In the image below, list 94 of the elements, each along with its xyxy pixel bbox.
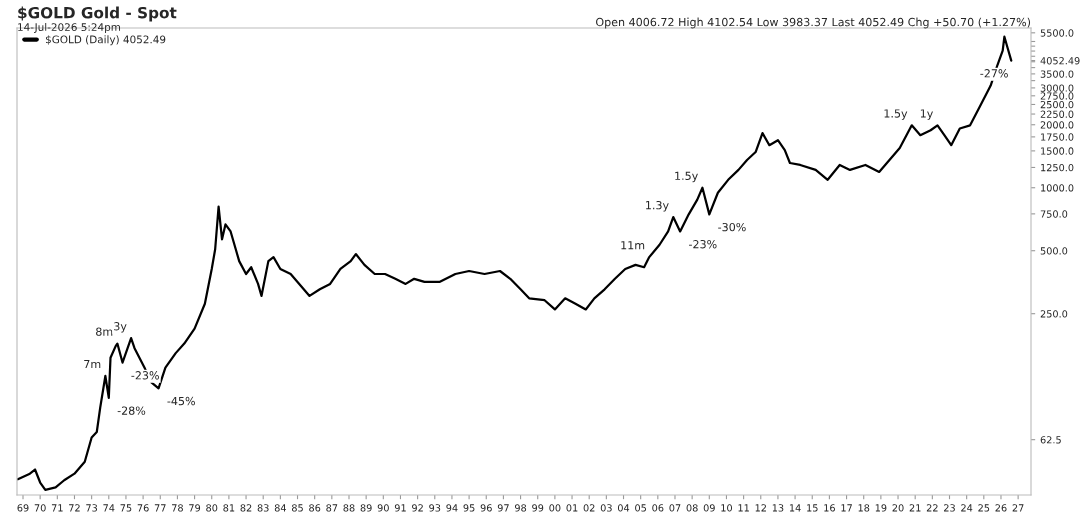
x-tick-label: 75 [120,504,132,512]
x-tick-label: 17 [841,504,852,512]
x-tick-label: 96 [480,504,492,512]
x-tick-label: 73 [86,504,98,512]
x-tick-label: 79 [189,504,201,512]
y-tick-label: 3000.0 [1040,84,1074,92]
x-tick-label: 00 [549,504,561,512]
x-tick-label: 23 [944,504,955,512]
chart-title: $GOLD Gold - Spot [18,6,177,22]
x-tick-label: 86 [309,504,321,512]
annotation: -27% [980,69,1008,78]
x-tick-label: 02 [583,504,595,512]
x-tick-label: 92 [412,504,423,512]
y-tick-label: 1250.0 [1041,163,1074,172]
annotation: 3y [114,322,127,333]
y-tick-label: 2500.0 [1040,100,1074,109]
x-tick-label: 87 [326,504,338,512]
annotation: 7m [84,360,101,369]
x-tick-label: 04 [617,504,630,512]
x-tick-label: 24 [961,504,973,512]
x-tick-label: 27 [1012,504,1024,512]
x-tick-label: 91 [394,504,406,512]
y-tick-label: 5500.0 [1040,29,1074,37]
x-tick-label: 83 [257,504,269,512]
y-tick-label: 2250.0 [1040,110,1074,118]
x-tick-label: 84 [274,504,287,512]
x-tick-label: 90 [377,504,389,512]
x-tick-label: 69 [17,504,29,512]
x-tick-label: 70 [34,504,46,512]
x-tick-label: 85 [292,504,303,512]
annotation: 8m [96,327,113,336]
x-tick-label: 07 [669,504,681,512]
x-tick-label: 03 [600,504,612,512]
x-tick-label: 25 [978,504,990,512]
y-tick-label: 2000.0 [1040,121,1074,129]
annotation: -30% [718,222,746,232]
y-tick-label: 3500.0 [1040,70,1074,78]
annotation: -23% [131,371,159,380]
x-tick-label: 08 [686,504,698,512]
x-tick-label: 93 [429,504,441,512]
annotation: 11m [621,241,645,250]
x-tick-label: 71 [51,504,63,512]
y-tick-label: 2750.0 [1040,92,1074,100]
x-tick-label: 72 [69,504,80,512]
annotation: -45% [167,396,195,406]
x-tick-label: 99 [532,504,544,512]
y-tick-label: 750.0 [1040,210,1068,218]
x-tick-label: 19 [875,504,887,512]
x-tick-label: 82 [240,504,252,512]
x-tick-label: 77 [154,504,166,512]
x-tick-label: 15 [807,504,818,512]
line-series [17,35,1013,491]
x-tick-label: 26 [995,504,1007,512]
y-tick-label: 1750.0 [1041,133,1074,141]
x-tick-label: 74 [103,504,115,512]
x-tick-label: 10 [721,504,732,512]
x-tick-label: 12 [755,504,766,512]
x-tick-label: 88 [343,504,355,512]
annotation: -23% [689,240,717,249]
y-tick-label: 250.0 [1040,310,1068,318]
x-tick-label: 18 [858,504,870,512]
annotation: 1.5y [675,171,698,183]
x-tick-label: 97 [497,504,509,512]
x-tick-label: 80 [206,504,218,512]
annotation: 1.3y [646,200,669,212]
x-tick-label: 20 [892,504,904,512]
x-tick-label: 13 [772,504,784,512]
x-tick-label: 95 [463,504,475,512]
x-tick-label: 05 [635,504,647,512]
chart-subtitle: 14-Jul-2026 5:24pm [18,22,121,34]
x-tick-label: 01 [566,504,578,512]
annotation: 1.5y [884,109,908,120]
x-tick-label: 78 [172,504,183,512]
x-tick-label: 11 [738,504,749,512]
annotation: 1y [920,109,933,120]
annotation: Open 4006.72 High 4102.54 Low 3983.37 Last 4052.49 Chg +50.70 (+1.27%) [596,17,1031,29]
y-tick-label: 1500.0 [1041,147,1074,155]
y-tick-label: 500.0 [1040,247,1068,255]
x-tick-label: 09 [703,504,715,512]
x-tick-label: 81 [223,504,235,512]
y-tick-label: 62.5 [1040,436,1061,444]
y-tick-label: 1000.0 [1041,184,1074,192]
x-tick-label: 06 [652,504,664,512]
x-tick-label: 98 [514,504,527,512]
x-tick-label: 22 [926,504,938,512]
x-tick-label: 21 [909,504,921,512]
x-tick-label: 76 [137,504,149,512]
x-tick-label: 16 [824,504,835,512]
annotation: -28% [117,406,146,415]
x-tick-label: 89 [360,504,372,512]
y-tick-label: 4052.49 [1040,57,1080,65]
legend-label: $GOLD (Daily) 4052.49 [45,35,166,46]
x-tick-label: 94 [446,504,458,512]
x-tick-label: 14 [789,504,801,512]
